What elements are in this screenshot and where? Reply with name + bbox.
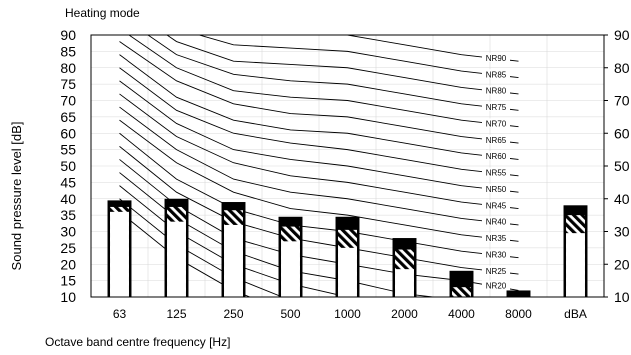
- nr-curve: [119, 80, 519, 193]
- nr-label: NR25: [486, 267, 507, 276]
- bar-total: [506, 290, 531, 297]
- bar-hatched: [452, 287, 471, 297]
- right-tick-label: 30: [614, 224, 630, 240]
- nr-label-bg: [482, 200, 510, 210]
- nr-curve: [119, 132, 519, 259]
- nr-label: NR60: [486, 152, 507, 161]
- bar-inner: [224, 224, 243, 297]
- nr-curve: [147, 35, 519, 111]
- bar-inner: [110, 211, 129, 297]
- nr-curve: [119, 67, 519, 177]
- nr-curve: [119, 93, 519, 210]
- nr-label: NR45: [486, 201, 507, 210]
- left-tick-label: 65: [60, 109, 76, 125]
- nr-label-bg: [482, 216, 510, 226]
- nr-label: NR85: [486, 70, 507, 79]
- left-tick-label: 40: [60, 191, 76, 207]
- left-tick-label: 25: [60, 240, 76, 256]
- right-tick-label: 50: [614, 158, 630, 174]
- left-tick-label: 55: [60, 142, 76, 158]
- nr-label-bg: [482, 52, 510, 62]
- category-label: 4000: [448, 307, 475, 321]
- nr-label-bg: [482, 265, 510, 275]
- bar-inner: [566, 233, 585, 297]
- left-tick-label: 60: [60, 125, 76, 141]
- nr-label-bg: [482, 118, 510, 128]
- nr-label: NR75: [486, 103, 507, 112]
- nr-curve: [339, 35, 519, 62]
- nr-label: NR30: [486, 250, 507, 259]
- left-tick-label: 80: [60, 60, 76, 76]
- category-label: 250: [223, 307, 243, 321]
- nr-label: NR70: [486, 119, 507, 128]
- nr-label: NR55: [486, 169, 507, 178]
- chart-title: Heating mode: [65, 6, 140, 20]
- nr-label-bg: [482, 102, 510, 112]
- nr-label-bg: [482, 134, 510, 144]
- left-tick-label: 90: [60, 27, 76, 43]
- category-label: 8000: [505, 307, 532, 321]
- left-tick-label: 35: [60, 207, 76, 223]
- category-label: 500: [280, 307, 300, 321]
- nr-label-bg: [482, 280, 510, 290]
- y-axis-label: Sound pressure level [dB]: [9, 122, 24, 271]
- right-tick-label: 90: [614, 27, 630, 43]
- right-tick-label: 20: [614, 256, 630, 272]
- nr-label-bg: [482, 85, 510, 95]
- left-tick-label: 20: [60, 256, 76, 272]
- nr-label-bg: [482, 151, 510, 161]
- category-label: 2000: [391, 307, 418, 321]
- nr-curve: [197, 35, 519, 79]
- right-tick-label: 60: [614, 125, 630, 141]
- nr-curve: [119, 41, 519, 144]
- nr-label: NR40: [486, 218, 507, 227]
- left-tick-label: 50: [60, 158, 76, 174]
- nr-label: NR65: [486, 136, 507, 145]
- category-label: 125: [166, 307, 186, 321]
- nr-label-bg: [482, 167, 510, 177]
- nr-label-bg: [482, 249, 510, 259]
- nr-label-bg: [482, 183, 510, 193]
- bar-inner: [338, 247, 357, 297]
- nr-label-bg: [482, 233, 510, 243]
- nr-label: NR20: [486, 282, 507, 291]
- left-tick-label: 10: [60, 289, 76, 305]
- nr-curve: [119, 119, 519, 242]
- right-axis-ticks: 10 20 30 40 50 60 70 80 90: [604, 27, 630, 305]
- nr-label: NR80: [486, 87, 507, 96]
- right-tick-label: 80: [614, 60, 630, 76]
- left-tick-label: 45: [60, 174, 76, 190]
- left-tick-label: 85: [60, 43, 76, 59]
- left-tick-label: 70: [60, 93, 76, 109]
- category-label: 1000: [334, 307, 361, 321]
- nr-curve: [119, 54, 519, 160]
- nr-curve: [119, 145, 519, 275]
- left-tick-label: 75: [60, 76, 76, 92]
- bar-inner: [281, 241, 300, 297]
- nr-curve-labels: NR20 NR25 NR30 NR35 NR40 NR45 NR50 NR55 NR60 NR65…: [482, 52, 510, 291]
- nr-curve: [119, 106, 519, 226]
- right-tick-label: 40: [614, 191, 630, 207]
- category-label: 63: [113, 307, 127, 321]
- nr-label-bg: [482, 69, 510, 79]
- nr-curve: [128, 35, 519, 128]
- left-tick-label: 15: [60, 273, 76, 289]
- right-tick-label: 10: [614, 289, 630, 305]
- x-axis-label: Octave band centre frequency [Hz]: [45, 335, 230, 349]
- bar-inner: [395, 269, 414, 297]
- nr-label: NR90: [486, 54, 507, 63]
- bar-inner: [167, 221, 186, 297]
- right-tick-label: 70: [614, 93, 630, 109]
- nr-label: NR50: [486, 185, 507, 194]
- left-tick-label: 30: [60, 224, 76, 240]
- bars: [107, 198, 588, 297]
- nr-label: NR35: [486, 234, 507, 243]
- category-label: dBA: [564, 307, 587, 321]
- category-labels: 63 125 250 500 1000 2000 4000 8000 dBA: [113, 307, 587, 321]
- nr-curve: [166, 35, 519, 95]
